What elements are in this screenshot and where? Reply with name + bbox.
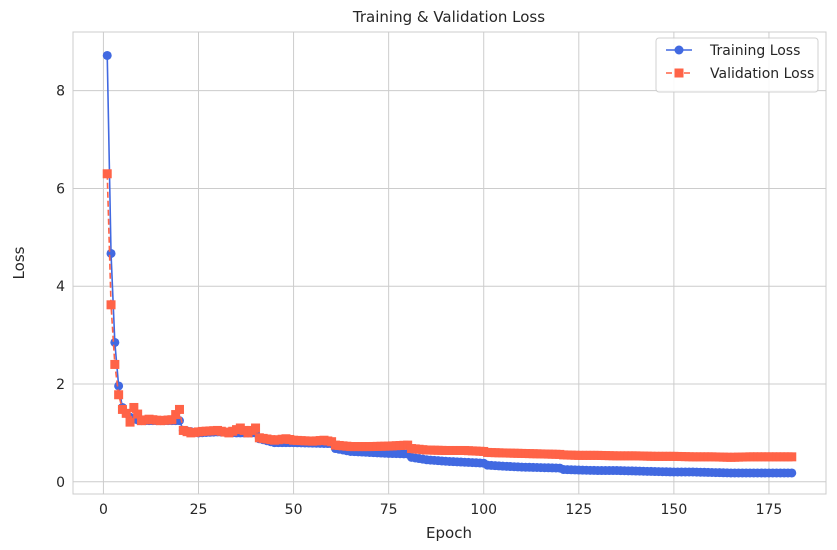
data-point <box>129 402 139 412</box>
data-point <box>106 300 116 310</box>
data-point <box>114 390 124 400</box>
data-point <box>106 248 116 258</box>
data-point <box>102 50 112 60</box>
y-tick-label: 8 <box>56 84 65 100</box>
data-point <box>110 337 120 347</box>
x-tick-label: 50 <box>285 502 303 518</box>
y-tick-label: 0 <box>56 475 65 491</box>
x-tick-label: 100 <box>470 502 497 518</box>
legend-box <box>655 37 819 93</box>
y-tick-label: 2 <box>56 377 65 393</box>
data-point <box>114 381 124 391</box>
legend-training-marker <box>674 45 684 55</box>
y-tick-label: 4 <box>56 279 65 295</box>
chart-title: Training & Validation Loss <box>352 8 545 26</box>
x-tick-label: 150 <box>661 502 688 518</box>
data-point <box>121 408 131 418</box>
y-tick-label: 6 <box>56 181 65 197</box>
data-point <box>787 468 797 478</box>
legend-validation-label: Validation Loss <box>710 66 814 82</box>
y-tick-labels: 0 2 4 6 8 <box>56 84 65 491</box>
series-layer <box>102 50 797 478</box>
y-axis-label: Loss <box>10 246 28 279</box>
data-point <box>133 409 143 419</box>
plot-area <box>72 31 827 495</box>
legend-validation-marker <box>674 68 684 78</box>
legend-training-label: Training Loss <box>709 43 800 59</box>
data-point <box>110 359 120 369</box>
x-tick-labels: 0 25 50 75 100 125 150 175 <box>99 502 782 518</box>
data-point <box>171 410 181 420</box>
x-tick-label: 25 <box>190 502 208 518</box>
data-point <box>102 169 112 179</box>
legend: Training Loss Validation Loss <box>655 37 819 93</box>
x-tick-label: 75 <box>380 502 398 518</box>
data-point <box>174 404 184 414</box>
data-point <box>125 417 135 427</box>
data-point <box>787 452 797 462</box>
data-point <box>167 415 177 425</box>
data-point <box>251 423 261 433</box>
x-axis-label: Epoch <box>426 524 472 542</box>
x-tick-label: 0 <box>99 502 108 518</box>
x-tick-label: 175 <box>756 502 783 518</box>
series-validation-loss <box>102 169 797 462</box>
x-tick-label: 125 <box>565 502 592 518</box>
